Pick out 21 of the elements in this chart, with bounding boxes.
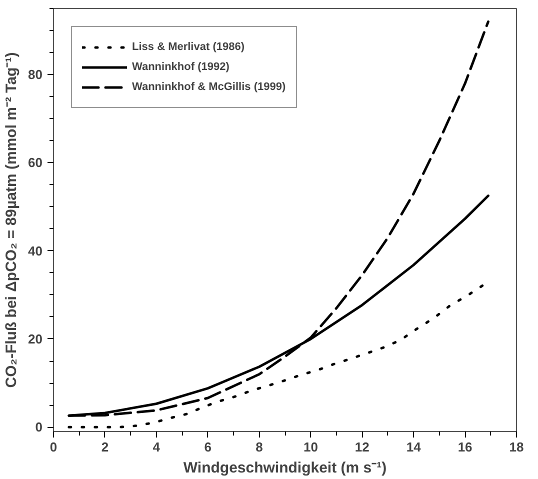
legend-label: Wanninkhof (1992) xyxy=(132,61,230,73)
line-series xyxy=(68,284,484,428)
x-tick-label: 6 xyxy=(204,440,212,454)
y-tick-label: 80 xyxy=(28,67,43,82)
x-tick-label: 4 xyxy=(152,440,161,454)
y-tick-label: 20 xyxy=(28,331,43,346)
x-tick-label: 2 xyxy=(101,440,109,454)
x-tick-label: 14 xyxy=(406,440,422,454)
y-axis-title: CO₂-Fluß bei ΔpCO₂ = 89µatm (mmol m⁻² Tag⁻¹) xyxy=(3,52,20,388)
x-tick-label: 12 xyxy=(354,440,370,454)
y-tick-label: 60 xyxy=(28,155,43,170)
x-tick-label: 10 xyxy=(303,440,318,454)
y-tick-label: 40 xyxy=(28,243,43,258)
legend-label: Liss & Merlivat (1986) xyxy=(132,41,244,53)
legend-label: Wanninkhof & McGillis (1999) xyxy=(132,81,286,93)
x-tick-label: 0 xyxy=(50,440,58,454)
x-tick-label: 18 xyxy=(509,440,524,454)
x-tick-label: 8 xyxy=(256,440,263,454)
y-tick-label: 0 xyxy=(35,420,43,435)
x-axis-title: Windgeschwindigkeit (m s⁻¹) xyxy=(183,460,387,476)
x-tick-label: 16 xyxy=(458,440,472,454)
